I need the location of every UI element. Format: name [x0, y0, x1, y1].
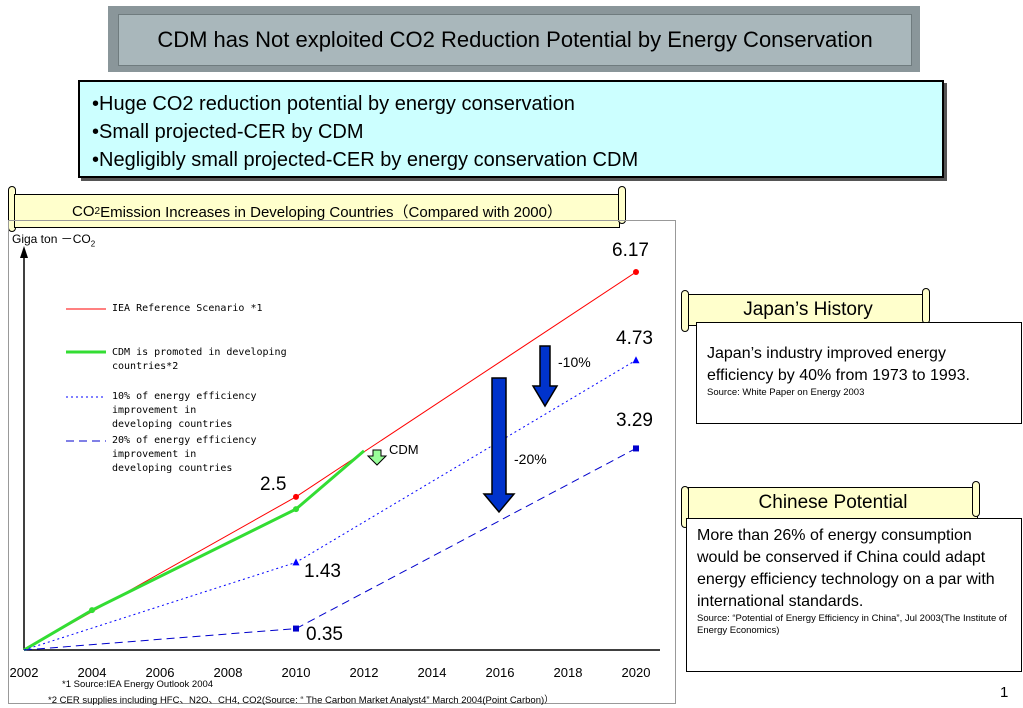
legend-label-cdm: CDM is promoted in developing countries*… [112, 347, 287, 372]
y-axis-label: Giga ton －CO2 [12, 230, 95, 248]
reduction-20pct-arrow-icon [482, 377, 516, 514]
china-source: Source: “Potential of Energy Efficiency … [697, 613, 1007, 636]
value-label-1-43: 1.43 [304, 561, 341, 582]
japan-text: Japan’s industry improved energy efficie… [707, 345, 970, 384]
data-point-eff10 [632, 356, 640, 364]
value-label-2-5: 2.5 [260, 474, 287, 495]
data-point-eff20 [293, 625, 299, 632]
y-axis-label-sub: 2 [90, 239, 96, 249]
data-point-cdm [293, 506, 299, 513]
x-tick-label: 2014 [418, 665, 447, 680]
value-label-4-73: 4.73 [616, 328, 653, 349]
scroll-curl [618, 186, 626, 224]
data-point-eff20 [633, 445, 639, 452]
legend-label-10pct: 10% of energy efficiency improvement in … [112, 391, 257, 430]
bullet-item: •Huge CO2 reduction potential by energy … [92, 93, 575, 115]
footnote-2: *2 CER supplies including HFC、N2O、CH4, C… [48, 695, 554, 706]
value-label-3-29: 3.29 [616, 410, 653, 431]
chart-frame [8, 220, 676, 704]
minus-20pct-label: -20% [514, 451, 547, 467]
chart-title-rest: Emission Increases in Developing Countri… [100, 203, 562, 221]
page-number: 1 [1000, 684, 1009, 701]
china-text: More than 26% of energy consumption woul… [697, 527, 995, 610]
value-label-0-35: 0.35 [306, 624, 343, 645]
slide-title: CDM has Not exploited CO2 Reduction Pote… [118, 14, 912, 66]
china-info-box: More than 26% of energy consumption woul… [686, 518, 1022, 672]
japan-source: Source: White Paper on Energy 2003 [707, 387, 865, 398]
legend-label-20pct: 20% of energy efficiency improvement in … [112, 435, 257, 474]
bullet-item: •Small projected-CER by CDM [92, 121, 364, 143]
x-tick-label: 2004 [78, 665, 107, 680]
x-tick-label: 2018 [554, 665, 583, 680]
data-point-iea [293, 493, 299, 500]
cdm-down-arrow-icon [366, 449, 388, 466]
china-heading: Chinese Potential [688, 487, 978, 519]
x-tick-label: 2002 [10, 665, 39, 680]
value-label-6-17: 6.17 [612, 240, 649, 261]
cdm-annotation: CDM [389, 442, 419, 457]
series-line-cdm [23, 449, 365, 652]
x-tick-label: 2012 [350, 665, 379, 680]
footnote-1: *1 Source:IEA Energy Outlook 2004 [62, 679, 214, 690]
scroll-curl [922, 288, 930, 324]
bullet-box: •Huge CO2 reduction potential by energy … [78, 80, 944, 178]
japan-heading: Japan’s History [688, 294, 928, 326]
x-tick-label: 2010 [282, 665, 311, 680]
y-axis-label-main: Giga ton －CO [12, 232, 91, 246]
y-axis-arrow [20, 246, 28, 258]
x-tick-label: 2008 [214, 665, 243, 680]
x-tick-label: 2016 [486, 665, 515, 680]
data-point-cdm [89, 607, 95, 614]
bullet-item: •Negligibly small projected-CER by energ… [92, 149, 639, 171]
data-point-iea [633, 269, 639, 275]
scroll-curl [972, 481, 980, 517]
reduction-10pct-arrow-icon [531, 345, 559, 408]
legend-label-iea: IEA Reference Scenario *1 [112, 303, 263, 314]
data-point-eff10 [292, 558, 300, 566]
japan-info-box: Japan’s industry improved energy efficie… [696, 322, 1022, 424]
chart-title-sub: 2 [94, 205, 101, 217]
x-tick-label: 2006 [146, 665, 175, 680]
chart-title-main: CO [72, 202, 95, 220]
x-tick-label: 2020 [622, 665, 651, 680]
chart-title: CO 2 Emission Increases in Developing Cou… [14, 194, 620, 228]
minus-10pct-label: -10% [558, 354, 591, 370]
